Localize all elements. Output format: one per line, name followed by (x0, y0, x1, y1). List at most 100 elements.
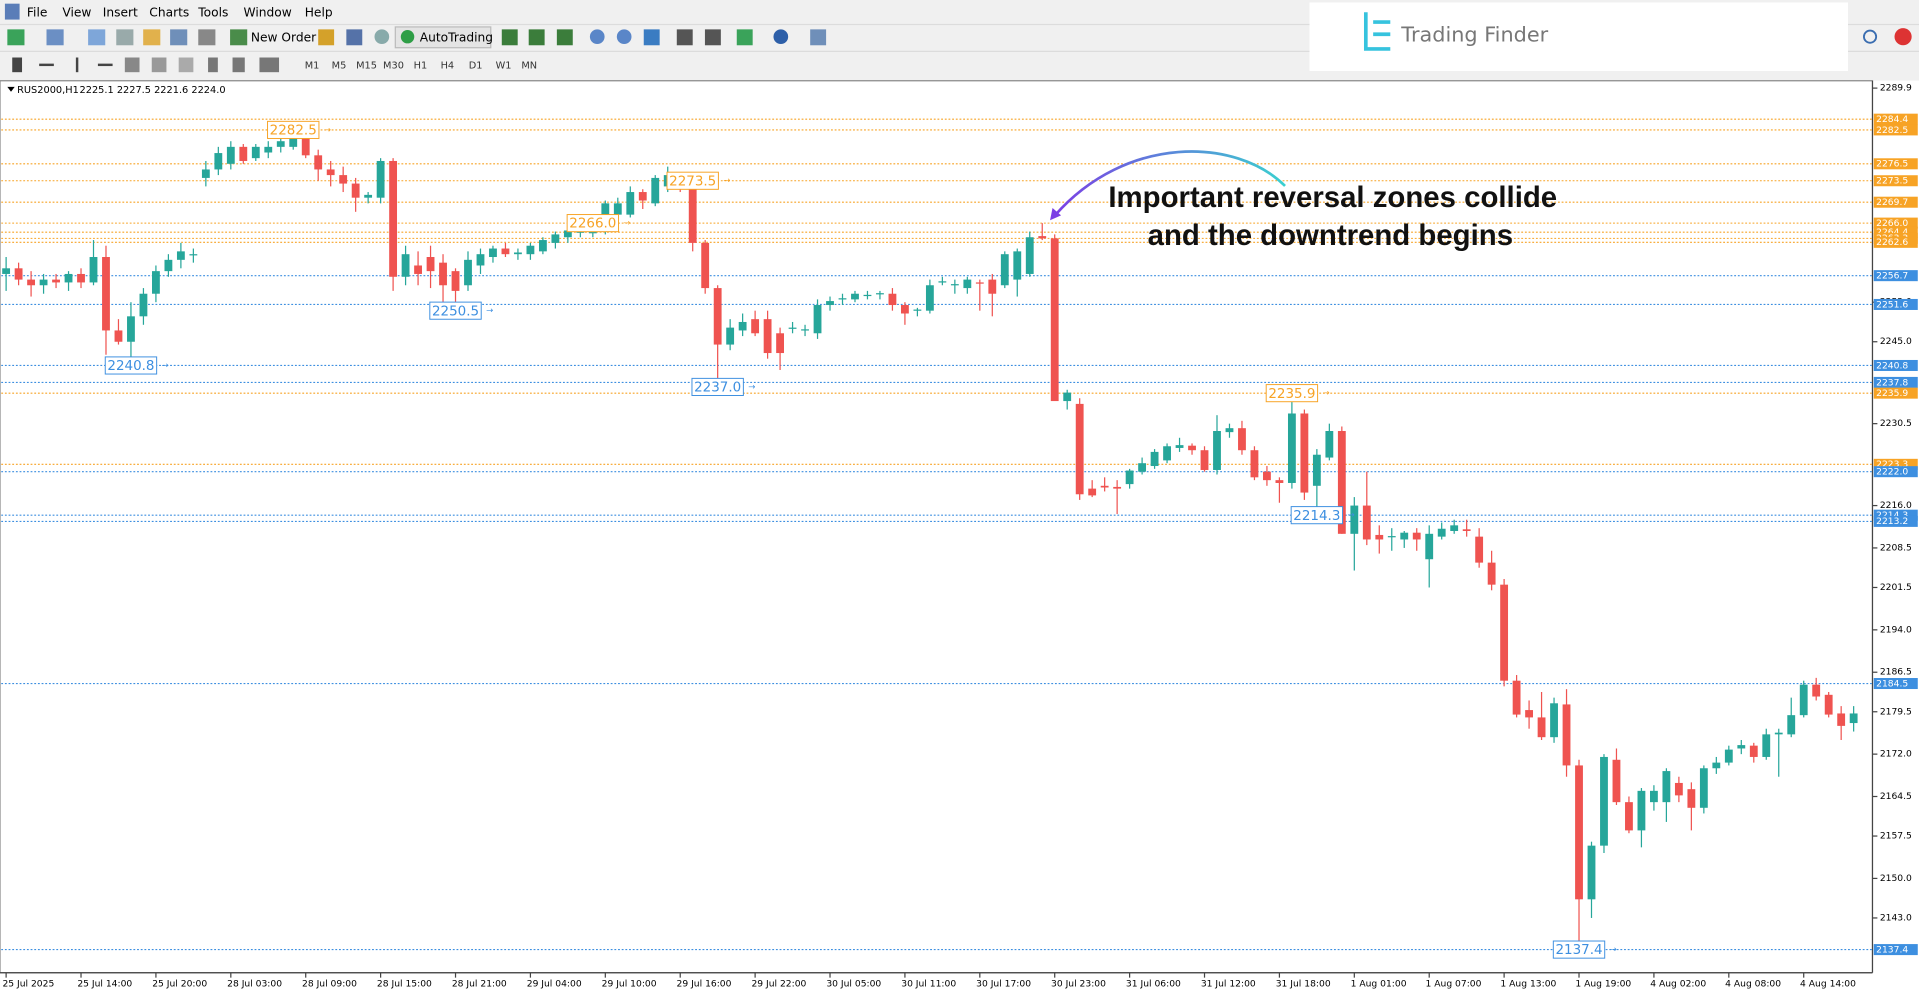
cursor-tool[interactable] (12, 57, 23, 73)
x-tick-label: 1 Aug 19:00 (1575, 978, 1631, 989)
level-axis-box (1873, 678, 1918, 690)
callout-label: 2137.4 (1555, 943, 1602, 958)
level-axis-label: 2222.0 (1876, 467, 1908, 478)
toolbar-icon[interactable] (736, 29, 753, 46)
timeframe-button[interactable]: D1 (469, 60, 483, 71)
chart-menu-icon[interactable] (7, 86, 15, 92)
candle-body (913, 309, 922, 311)
toolbar-icon[interactable] (346, 29, 363, 46)
toolbar-icon[interactable] (810, 29, 827, 46)
candle-body (1088, 488, 1097, 496)
new-order-icon[interactable] (230, 29, 248, 46)
toolbar-icon[interactable] (773, 29, 789, 45)
candle-body (39, 279, 48, 286)
notification-badge[interactable] (1894, 28, 1912, 46)
y-tick-label: 2143.0 (1880, 912, 1912, 923)
toolbar-icon[interactable] (318, 29, 335, 46)
toolbar-icon[interactable] (46, 29, 64, 46)
toolbar-icon[interactable] (643, 29, 660, 46)
candle-body (451, 271, 460, 291)
menu-item[interactable]: Window (244, 5, 292, 19)
timeframe-button[interactable]: M5 (332, 60, 347, 71)
candle-body (1687, 789, 1696, 808)
menu-item[interactable]: Charts (149, 5, 189, 19)
candle-body (52, 279, 60, 283)
auto-trading-frame[interactable] (394, 26, 492, 49)
candle-body (1487, 562, 1496, 585)
candle-body (514, 252, 522, 255)
menu-item[interactable]: Tools (197, 5, 228, 19)
new-order-button[interactable]: New Order (251, 30, 317, 44)
candle-body (876, 293, 884, 295)
level-axis-label: 2214.3 (1876, 510, 1908, 521)
arrow-tool[interactable] (259, 57, 280, 73)
toolbar-icon[interactable] (556, 29, 573, 46)
candle-body (1425, 533, 1434, 560)
vline-tool[interactable] (75, 57, 79, 73)
menu-item[interactable]: File (27, 5, 47, 19)
candle-body (963, 279, 972, 289)
toolbar-icon[interactable] (116, 29, 134, 46)
menu-item[interactable]: Insert (103, 5, 138, 19)
candle-body (251, 146, 260, 159)
text-tool[interactable] (208, 57, 218, 73)
candle-body (189, 254, 198, 256)
toolbar-icon[interactable] (7, 29, 25, 46)
candle-body (1525, 710, 1533, 718)
timeframe-button[interactable]: H1 (414, 60, 428, 71)
toolbar-icon[interactable] (528, 29, 545, 46)
callout-arrow: → (486, 306, 493, 316)
zoom-out[interactable] (616, 29, 632, 45)
search-icon[interactable] (1863, 29, 1878, 44)
toolbar-icon[interactable] (676, 29, 693, 46)
x-tick-label: 4 Aug 14:00 (1800, 978, 1856, 989)
x-tick-label: 30 Jul 23:00 (1051, 978, 1106, 989)
candle-body (1175, 445, 1184, 448)
x-tick-label: 1 Aug 07:00 (1426, 978, 1482, 989)
toolbar-icon[interactable] (704, 29, 721, 46)
toolbar-icon[interactable] (170, 29, 188, 46)
timeframe-button[interactable]: H4 (441, 60, 455, 71)
auto-trading-button[interactable]: AutoTrading (420, 30, 493, 44)
channel-tool[interactable] (151, 57, 167, 73)
candle-body (1625, 802, 1633, 831)
timeframe-button[interactable]: M15 (356, 60, 377, 71)
toolbar-icon[interactable] (374, 29, 390, 45)
level-axis-label: 2251.6 (1876, 299, 1908, 310)
candle-body (1799, 684, 1808, 716)
callout-box (1290, 506, 1344, 525)
candle-body (1412, 532, 1421, 540)
candle-body (1075, 403, 1084, 495)
toolbar-icon[interactable] (501, 29, 518, 46)
y-tick-label: 2201.5 (1880, 582, 1912, 593)
chart-symbol: RUS2000,H1 (17, 85, 79, 96)
y-tick-label: 2179.5 (1880, 706, 1912, 717)
timeframe-button[interactable]: M1 (305, 60, 320, 71)
x-tick-label: 29 Jul 04:00 (527, 978, 582, 989)
label-tool[interactable] (232, 57, 245, 73)
timeframe-button[interactable]: W1 (496, 60, 512, 71)
menu-item[interactable]: Help (305, 5, 333, 19)
toolbar-icon[interactable] (143, 29, 161, 46)
menu-item[interactable]: View (62, 5, 91, 19)
level-axis-label: 2256.7 (1876, 271, 1908, 282)
candle-body (526, 245, 535, 255)
toolbar-icon[interactable] (88, 29, 106, 46)
auto-trading-icon[interactable] (400, 29, 415, 44)
crosshair-tool[interactable] (39, 63, 54, 67)
callout-arrow: → (1347, 511, 1354, 521)
candle-body (1500, 584, 1509, 681)
candle-body (1000, 254, 1009, 286)
timeframe-button[interactable]: M30 (383, 60, 404, 71)
fibo-tool[interactable] (178, 57, 194, 73)
hline-tool[interactable] (97, 63, 113, 67)
candle-body (1287, 413, 1296, 483)
candle-body (1050, 238, 1059, 402)
toolbar-icon[interactable] (198, 29, 216, 46)
zoom-in[interactable] (589, 29, 605, 45)
trendline-tool[interactable] (124, 57, 140, 73)
callout-box (566, 214, 620, 233)
candle-body (1762, 734, 1771, 757)
timeframe-button[interactable]: MN (521, 60, 537, 71)
